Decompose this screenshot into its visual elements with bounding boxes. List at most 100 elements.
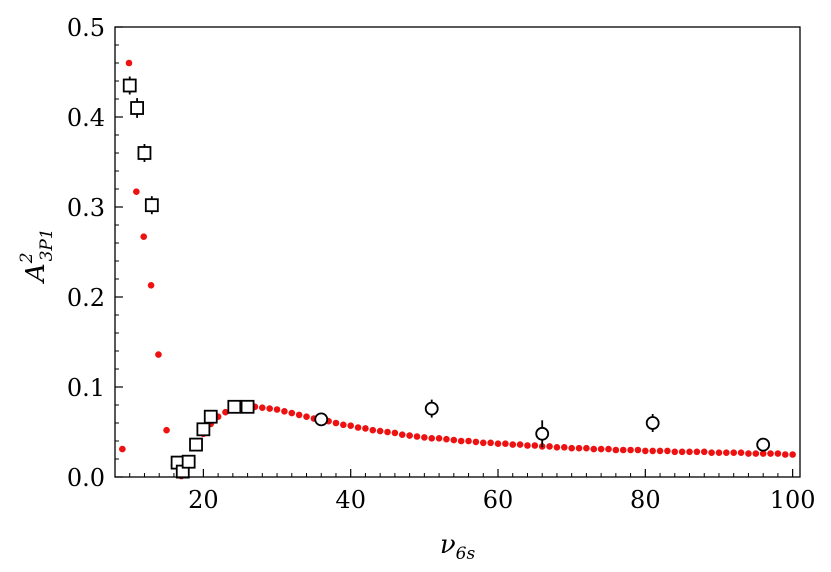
circle-marker-series — [314, 399, 771, 452]
red-dot-point — [384, 428, 391, 436]
red-dot-point — [656, 447, 664, 455]
red-dot-point — [140, 233, 148, 240]
square-marker — [203, 409, 218, 424]
red-dot-point — [664, 447, 671, 455]
red-dot-point — [605, 445, 612, 453]
square-marker — [137, 146, 152, 160]
y-tick-label: 0.4 — [67, 104, 105, 132]
x-tick-label: 80 — [630, 486, 661, 514]
square-point — [122, 76, 137, 95]
red-dot-point — [730, 449, 738, 457]
y-tick-label: 0.5 — [67, 14, 105, 42]
red-dot-point — [125, 59, 133, 67]
red-dot-point — [649, 447, 656, 455]
red-dot-point — [516, 441, 524, 448]
red-dot-point — [435, 435, 443, 442]
y-tick-label: 0.2 — [67, 284, 105, 312]
red-dot-point — [119, 445, 126, 453]
square-point — [137, 144, 152, 162]
red-dot-point — [428, 435, 436, 442]
x-axis-label-base: ν — [440, 530, 456, 560]
red-dot-point — [479, 439, 487, 447]
red-dot-point — [752, 450, 760, 457]
red-dot-point — [155, 351, 162, 358]
x-axis-label: ν6s — [440, 530, 476, 564]
red-dot-point — [745, 450, 752, 457]
x-tick-label: 100 — [770, 486, 816, 514]
red-dot-point — [413, 433, 421, 440]
red-dot-point — [362, 425, 369, 432]
red-dot-point — [472, 438, 480, 446]
red-dot-point — [509, 441, 517, 448]
red-dot-point — [340, 421, 347, 429]
plot-frame — [114, 26, 801, 478]
x-tick-label: 20 — [188, 486, 219, 514]
square-marker-series — [122, 76, 255, 479]
red-dot-point — [723, 449, 730, 457]
red-dot-point — [494, 440, 502, 448]
circle-marker — [756, 437, 771, 452]
axis-ticks — [115, 26, 794, 478]
red-dot-point — [575, 444, 583, 452]
red-dot-point — [354, 424, 362, 431]
red-dot-point — [693, 448, 701, 456]
red-dot-point — [391, 429, 399, 437]
square-marker — [196, 422, 211, 437]
red-dot-point — [406, 432, 413, 439]
red-dot-point — [222, 408, 229, 416]
red-dot-point — [671, 448, 679, 456]
red-dot-point — [288, 409, 296, 417]
red-dot-point — [443, 435, 450, 443]
red-dot-point — [634, 446, 642, 454]
red-dot-point — [590, 445, 598, 453]
red-dot-point — [303, 413, 310, 421]
red-dot-point — [678, 448, 686, 456]
square-marker — [144, 198, 159, 213]
square-point — [203, 409, 218, 424]
y-axis-label-superscript: 2 — [17, 252, 37, 264]
circle-point — [535, 420, 550, 448]
red-dot-series — [119, 59, 796, 480]
red-dot-point — [281, 408, 288, 415]
red-dot-point — [781, 451, 789, 458]
square-point — [196, 422, 211, 437]
red-dot-point — [737, 449, 745, 457]
red-dot-point — [487, 439, 494, 447]
red-dot-point — [133, 188, 140, 195]
y-tick-label: 0.3 — [67, 194, 105, 222]
red-dot-point — [457, 437, 465, 445]
square-marker — [189, 437, 203, 452]
red-dot-point — [266, 405, 273, 412]
circle-point — [756, 437, 771, 452]
square-point — [181, 454, 196, 469]
red-dot-point — [147, 282, 155, 289]
square-point — [144, 196, 159, 215]
red-dot-point — [163, 426, 170, 434]
red-dot-point — [597, 445, 605, 453]
red-dot-point — [259, 404, 266, 412]
y-tick-label: 0.1 — [67, 374, 105, 402]
red-dot-point — [774, 450, 782, 457]
red-dot-point — [450, 436, 458, 444]
red-dot-point — [273, 406, 281, 413]
red-dot-point — [502, 440, 509, 448]
red-dot-point — [553, 444, 561, 451]
square-marker — [130, 101, 144, 115]
y-tick-label: 0.0 — [67, 464, 105, 492]
circle-point — [424, 399, 439, 418]
square-marker — [240, 399, 255, 414]
red-dot-point — [347, 422, 354, 430]
red-dot-point — [619, 446, 627, 454]
square-point — [240, 399, 255, 414]
red-dot-point — [568, 444, 575, 452]
red-dot-point — [715, 449, 723, 457]
square-point — [130, 98, 144, 118]
red-dot-point — [583, 444, 590, 452]
axis-tick-labels: 20 40 60 80 100 0.0 0.1 0.2 0.3 0.4 0.5 — [67, 14, 816, 514]
red-dot-point — [627, 446, 634, 454]
red-dot-point — [369, 426, 377, 434]
red-dot-point — [759, 450, 767, 457]
square-marker — [181, 454, 196, 469]
x-tick-label: 40 — [335, 486, 366, 514]
